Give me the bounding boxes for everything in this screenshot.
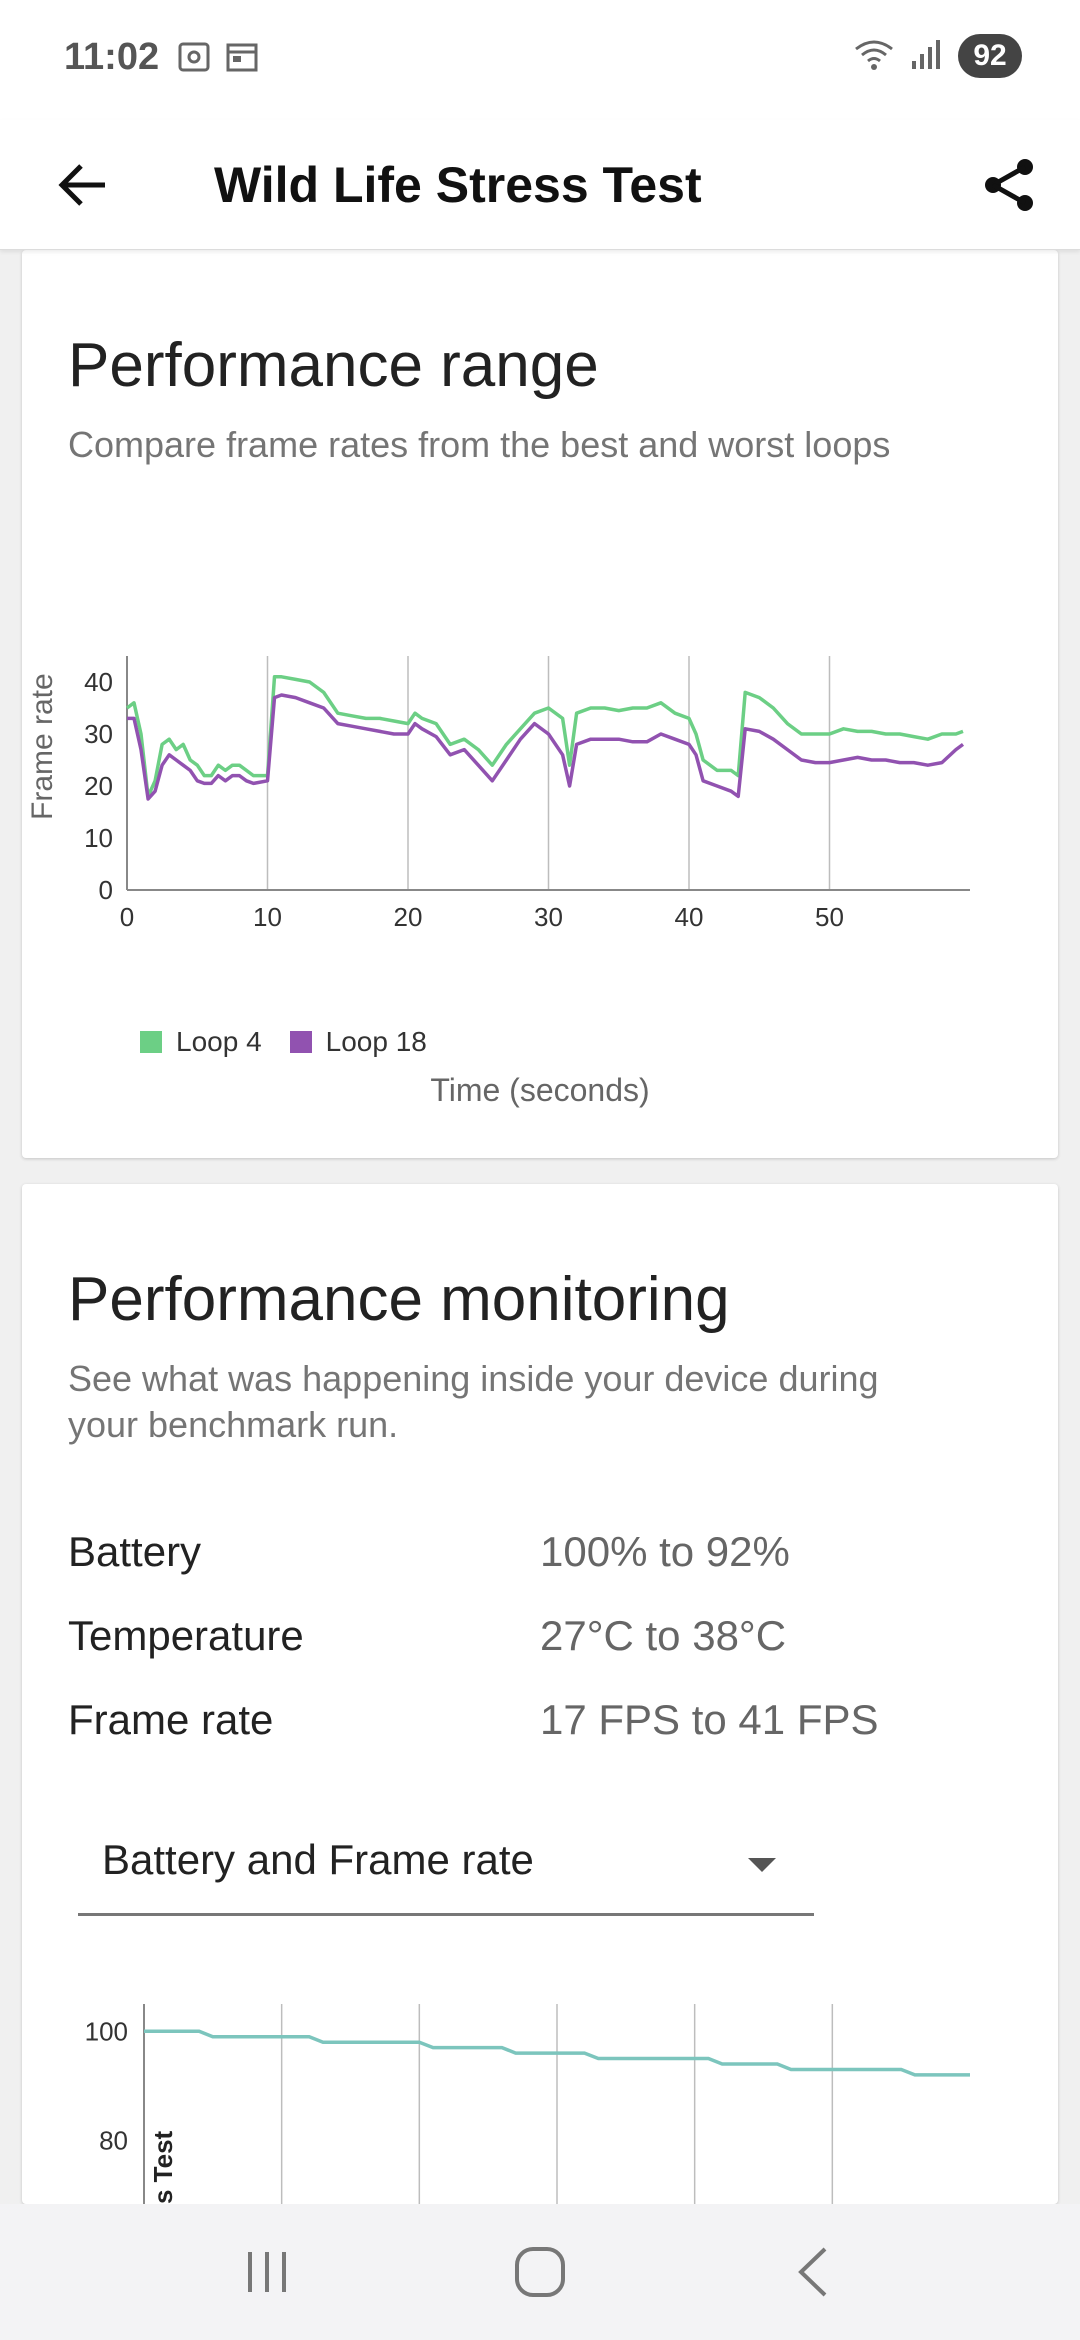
back-button[interactable] (48, 150, 118, 220)
nav-back-button[interactable] (763, 2232, 863, 2312)
share-icon (985, 159, 1033, 211)
system-nav-bar (0, 2204, 1080, 2340)
stat-row-frame-rate: Frame rate 17 FPS to 41 FPS (68, 1696, 1018, 1752)
app-bar: Wild Life Stress Test (0, 120, 1080, 250)
recents-icon (247, 2252, 286, 2292)
subtitle-line-1: See what was happening inside your devic… (68, 1358, 879, 1399)
performance-monitoring-subtitle: See what was happening inside your devic… (68, 1356, 879, 1448)
performance-range-title: Performance range (68, 331, 599, 400)
status-icons-right: 92 (852, 34, 1022, 78)
y-axis-label: Frame rate (26, 673, 59, 820)
stat-row-temperature: Temperature 27°C to 38°C (68, 1612, 1018, 1668)
subtitle-line-2: your benchmark run. (68, 1404, 399, 1445)
x-tick-label: 10 (253, 902, 282, 932)
stat-label: Temperature (68, 1612, 304, 1659)
legend-item-loop-18: Loop 18 (289, 1026, 427, 1058)
y-tick-label: 80 (99, 2125, 128, 2155)
frame-rate-chart: 0 10 20 30 40 50 0 10 20 30 40 (84, 656, 970, 932)
stat-label: Battery (68, 1528, 202, 1575)
home-button[interactable] (490, 2232, 590, 2312)
legend-item-loop-4: Loop 4 (140, 1026, 262, 1058)
x-tick-label: 50 (815, 902, 844, 932)
status-time: 11:02 (64, 36, 160, 78)
screenshot-icon (176, 40, 212, 74)
page-title: Wild Life Stress Test (214, 157, 702, 213)
battery-chart: 1008060s Test (85, 2004, 970, 2214)
performance-range-card: Performance range Compare frame rates fr… (22, 250, 1058, 1158)
wifi-icon (852, 37, 896, 76)
legend-label: Loop 4 (176, 1026, 262, 1057)
x-tick-label: 0 (120, 902, 134, 932)
chart-type-dropdown[interactable]: Battery and Frame rate (78, 1824, 814, 1916)
series-line-loop-4 (125, 675, 964, 799)
signal-icon (910, 37, 944, 76)
y-tick-label: 10 (84, 823, 113, 853)
y-tick-label: 40 (84, 667, 113, 697)
stat-value: 100% to 92% (540, 1528, 790, 1575)
stat-value: 27°C to 38°C (540, 1612, 787, 1659)
battery-badge: 92 (958, 34, 1022, 78)
x-tick-label: 40 (675, 902, 704, 932)
home-icon (514, 2247, 565, 2297)
share-button[interactable] (972, 148, 1046, 222)
stat-label: Frame rate (68, 1696, 274, 1743)
arrow-left-icon (58, 164, 105, 206)
recents-button[interactable] (217, 2232, 317, 2312)
series-line-loop-18 (127, 693, 965, 801)
stat-row-battery: Battery 100% to 92% (68, 1528, 1018, 1584)
caret-down-icon (748, 1858, 776, 1872)
performance-monitoring-title: Performance monitoring (68, 1265, 730, 1334)
x-tick-label: 30 (534, 902, 563, 932)
series-line-battery (144, 2029, 970, 2077)
legend-swatch (289, 1031, 312, 1053)
y-tick-label: 30 (84, 719, 113, 749)
performance-range-subtitle: Compare frame rates from the best and wo… (68, 424, 891, 465)
performance-monitoring-card: Performance monitoring See what was happ… (22, 1184, 1058, 2214)
dropdown-selected-value: Battery and Frame rate (102, 1836, 534, 1883)
chart-legend: Loop 4 Loop 18 (140, 1026, 439, 1058)
vertical-chart-label: s Test (148, 2130, 178, 2204)
stat-value: 17 FPS to 41 FPS (540, 1696, 879, 1743)
status-icons-left (176, 40, 260, 74)
legend-swatch (140, 1031, 162, 1053)
legend-label: Loop 18 (325, 1026, 427, 1057)
y-tick-label: 20 (84, 771, 113, 801)
x-axis-label: Time (seconds) (430, 1072, 650, 1108)
y-tick-label: 100 (85, 2016, 128, 2046)
y-tick-label: 0 (99, 875, 113, 905)
nav-back-icon (798, 2247, 827, 2297)
status-bar: 11:02 92 (0, 0, 1080, 120)
x-tick-label: 20 (394, 902, 423, 932)
calendar-icon (224, 40, 260, 74)
